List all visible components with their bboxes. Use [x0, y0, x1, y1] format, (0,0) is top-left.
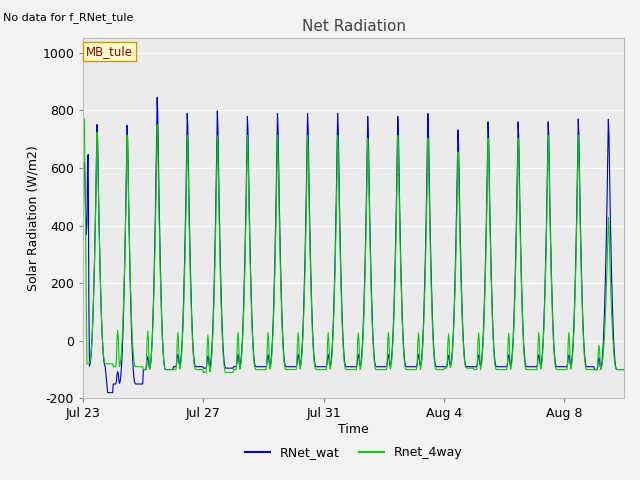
Rnet_4way	[79, 116, 87, 122]
Rnet_4way	[207, 362, 215, 368]
Rnet_4way	[99, 340, 106, 346]
Line: RNet_wat: RNet_wat	[83, 97, 624, 393]
RNet_wat	[306, 236, 314, 241]
RNet_wat	[620, 367, 628, 372]
RNet_wat	[517, 267, 525, 273]
RNet_wat	[387, 361, 395, 367]
RNet_wat	[104, 390, 111, 396]
X-axis label: Time: Time	[338, 423, 369, 436]
Text: No data for f_RNet_tule: No data for f_RNet_tule	[3, 12, 134, 23]
Y-axis label: Solar Radiation (W/m2): Solar Radiation (W/m2)	[26, 145, 40, 291]
Title: Net Radiation: Net Radiation	[301, 20, 406, 35]
RNet_wat	[79, 155, 87, 161]
Legend: RNet_wat, Rnet_4way: RNet_wat, Rnet_4way	[240, 441, 467, 464]
Rnet_4way	[516, 250, 524, 255]
RNet_wat	[99, 341, 106, 347]
Rnet_4way	[305, 218, 313, 224]
RNet_wat	[154, 95, 161, 100]
RNet_wat	[208, 349, 216, 355]
Rnet_4way	[200, 370, 207, 375]
Rnet_4way	[620, 367, 628, 372]
Rnet_4way	[387, 366, 394, 372]
RNet_wat	[277, 289, 285, 295]
Text: MB_tule: MB_tule	[86, 45, 133, 58]
Rnet_4way	[276, 275, 284, 280]
Line: Rnet_4way: Rnet_4way	[83, 119, 624, 372]
